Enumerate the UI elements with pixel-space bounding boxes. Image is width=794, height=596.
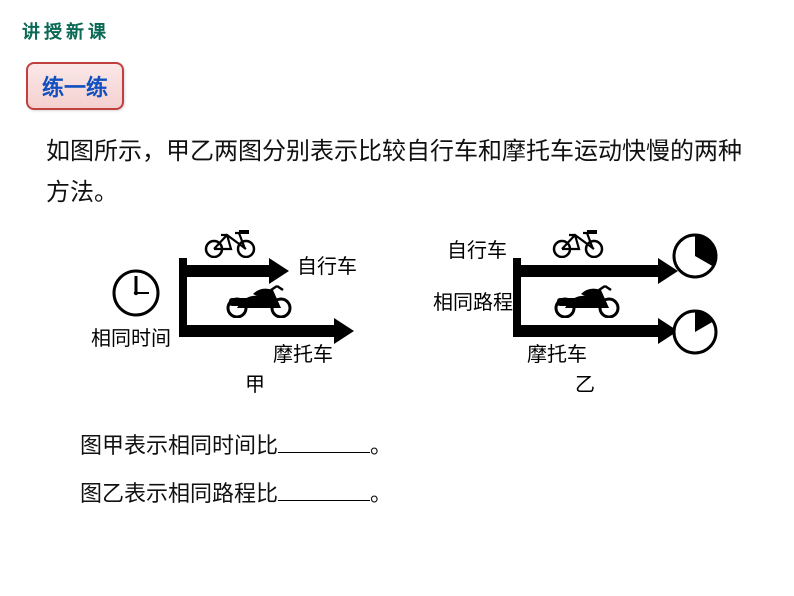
left-motorcycle-label: 摩托车	[273, 338, 333, 367]
arrow-head-icon	[334, 318, 354, 344]
section-label-text: 讲授新课	[22, 22, 110, 42]
arrow-bar	[179, 265, 269, 277]
left-side-label: 相同时间	[91, 322, 171, 351]
q2-suffix: 。	[370, 481, 392, 506]
motorcycle-icon	[551, 284, 623, 323]
clock-wedge-icon	[671, 232, 719, 280]
arrow-bar	[179, 325, 334, 337]
diagram-panel-left: 相同时间 自行车	[105, 230, 395, 400]
diagram-panel-right: 相同路程 自行车	[465, 230, 723, 400]
intro-paragraph: 如图所示，甲乙两图分别表示比较自行车和摩托车运动快慢的两种方法。	[46, 132, 744, 214]
arrow-head-icon	[269, 258, 289, 284]
left-bicycle-label: 自行车	[297, 250, 357, 279]
clock-wedge-icon	[671, 308, 719, 356]
motorcycle-icon	[223, 284, 295, 323]
section-label: 讲授新课	[22, 18, 110, 44]
right-side-label: 相同路程	[433, 286, 513, 315]
bicycle-icon	[549, 228, 607, 263]
questions-block: 图甲表示相同时间比。 图乙表示相同路程比。	[80, 422, 392, 519]
practice-badge-text: 练一练	[42, 75, 108, 100]
bicycle-icon	[201, 228, 259, 263]
q1-suffix: 。	[370, 433, 392, 458]
q1-prefix: 图甲表示相同时间比	[80, 433, 278, 458]
right-bicycle-label: 自行车	[447, 234, 507, 263]
blank-line	[278, 479, 370, 501]
question-2: 图乙表示相同路程比 。	[80, 470, 392, 518]
right-motorcycle-label: 摩托车	[527, 338, 587, 367]
arrow-bar	[513, 265, 658, 277]
diagram-area: 相同时间 自行车	[105, 230, 720, 400]
caption-right: 乙	[575, 368, 595, 397]
blank-line	[278, 431, 370, 453]
practice-badge: 练一练	[26, 62, 124, 110]
q2-prefix: 图乙表示相同路程比	[80, 481, 278, 506]
clock-icon	[111, 268, 161, 318]
caption-left: 甲	[245, 368, 265, 397]
question-1: 图甲表示相同时间比 。	[80, 422, 392, 470]
arrow-bar	[513, 325, 658, 337]
intro-text: 如图所示，甲乙两图分别表示比较自行车和摩托车运动快慢的两种方法。	[46, 138, 742, 206]
